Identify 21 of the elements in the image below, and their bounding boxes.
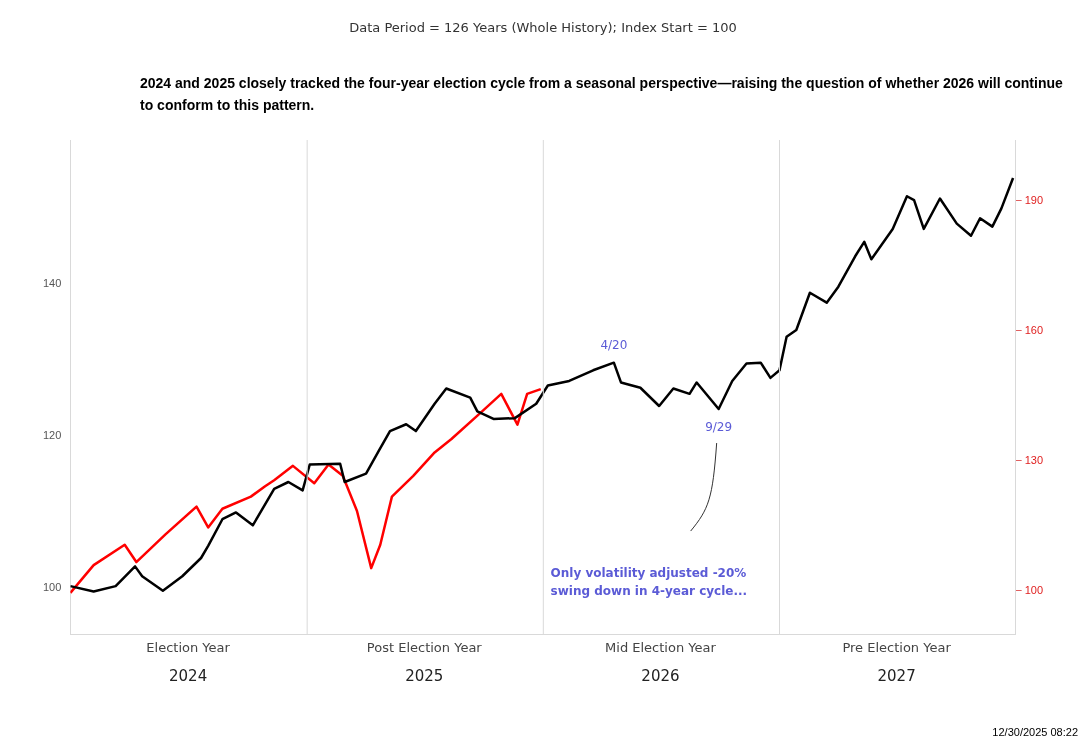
chart-title: Data Period = 126 Years (Whole History); Index Start = 100 bbox=[348, 20, 738, 35]
text: Pre Election Year bbox=[842, 640, 952, 655]
annotation: Only volatility adjusted -20% swing down in 4-year cycle... bbox=[550, 566, 748, 598]
y-tick-label: 140 bbox=[42, 277, 62, 290]
text: Mid Election Year bbox=[605, 640, 717, 655]
x-tick-label: 2025 bbox=[405, 666, 444, 685]
annotation: 4/20 bbox=[600, 337, 628, 352]
y2-tick-label: 100 bbox=[1024, 583, 1044, 596]
annotation: 9/29 bbox=[705, 420, 733, 435]
chart-subtitle: 2024 and 2025 closely tracked the four-year election cycle from a seasonal perspective—raising the question of whether 2026 will continue to conform to this pattern. bbox=[140, 74, 1064, 115]
x-tick-label: 2026 bbox=[641, 666, 680, 685]
y2-tick-label: 160 bbox=[1024, 323, 1044, 336]
y2-tick-label: 130 bbox=[1024, 453, 1044, 466]
x-tick-label: 2024 bbox=[169, 666, 208, 685]
x-tick-label: 2027 bbox=[877, 666, 916, 685]
text: Election Year bbox=[146, 640, 231, 655]
y-tick-label: 120 bbox=[42, 429, 62, 442]
text: Post Election Year bbox=[366, 640, 483, 655]
text: 12/30/2025 08:22 bbox=[992, 726, 1078, 738]
y-tick-label: 100 bbox=[42, 581, 62, 594]
y2-tick-label: 190 bbox=[1024, 193, 1044, 206]
